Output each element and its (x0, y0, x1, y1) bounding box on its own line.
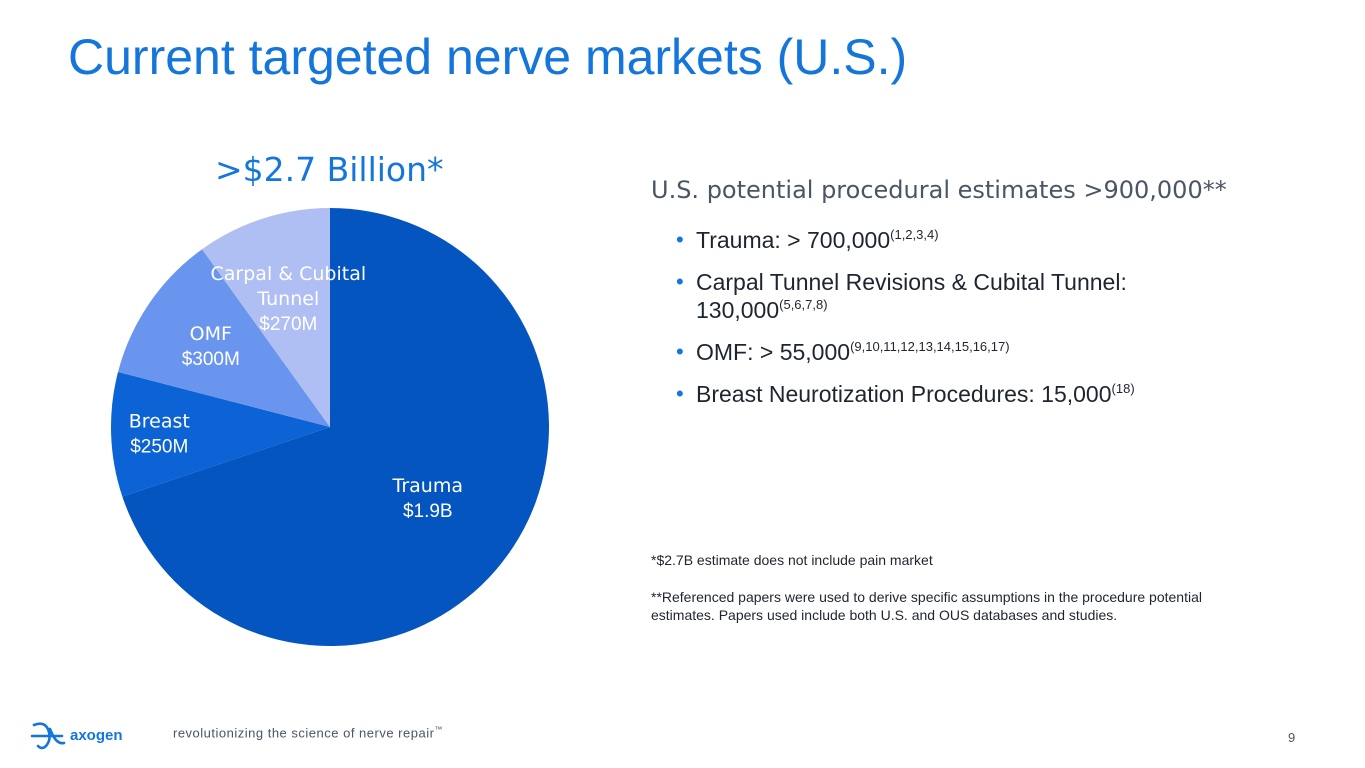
footnote-pain-market: *$2.7B estimate does not include pain ma… (651, 552, 933, 568)
estimate-text: Breast Neurotization Procedures: 15,000 (696, 381, 1112, 407)
estimate-text: Carpal Tunnel Revisions & Cubital Tunnel… (696, 269, 1127, 323)
axogen-logo-icon (30, 722, 66, 750)
pie-label-omf: OMF $300M (182, 323, 240, 370)
procedural-estimates-heading: U.S. potential procedural estimates >900… (651, 176, 1227, 204)
estimate-item-trauma: • Trauma: > 700,000(1,2,3,4) (676, 226, 1236, 254)
page-title: Current targeted nerve markets (U.S.) (68, 29, 908, 85)
pie-slice-trauma (122, 208, 550, 647)
bullet-dot-icon: • (676, 227, 684, 252)
pie-chart-title: >$2.7 Billion* (215, 150, 444, 189)
page-number: 9 (1288, 730, 1296, 745)
axogen-logo-text: axogen (70, 726, 123, 744)
estimate-refs: (1,2,3,4) (890, 227, 939, 242)
bullet-dot-icon: • (676, 269, 684, 294)
pie-label-carpal-cubital-tunnel: Carpal & Cubital Tunnel $270M (211, 263, 367, 335)
footer-tagline: revolutionizing the science of nerve rep… (173, 725, 443, 740)
estimate-text: OMF: > 55,000 (696, 339, 851, 365)
estimate-refs: (18) (1111, 381, 1135, 396)
pie-slice-carpal-cubital-tunnel (202, 208, 330, 427)
estimate-text: Trauma: > 700,000 (696, 227, 891, 253)
tagline-text: revolutionizing the science of nerve rep… (173, 725, 435, 741)
pie-label-trauma: Trauma $1.9B (392, 475, 463, 522)
estimates-list: • Trauma: > 700,000(1,2,3,4) • Carpal Tu… (676, 226, 1236, 422)
pie-slice-omf (118, 249, 330, 427)
trademark-mark: ™ (434, 725, 443, 734)
bullet-dot-icon: • (676, 381, 684, 406)
estimate-refs: (9,10,11,12,13,14,15,16,17) (850, 339, 1010, 354)
bullet-dot-icon: • (676, 339, 684, 364)
estimate-item-omf: • OMF: > 55,000(9,10,11,12,13,14,15,16,1… (676, 338, 1236, 366)
estimate-item-carpal-cubital: • Carpal Tunnel Revisions & Cubital Tunn… (676, 268, 1236, 324)
footnote-referenced-papers: **Referenced papers were used to derive … (651, 589, 1202, 623)
estimate-refs: (5,6,7,8) (779, 297, 828, 312)
pie-slice-breast (110, 371, 330, 497)
pie-label-breast: Breast $250M (129, 410, 190, 457)
estimate-item-breast: • Breast Neurotization Procedures: 15,00… (676, 380, 1236, 408)
axogen-logo: axogen (30, 718, 123, 752)
